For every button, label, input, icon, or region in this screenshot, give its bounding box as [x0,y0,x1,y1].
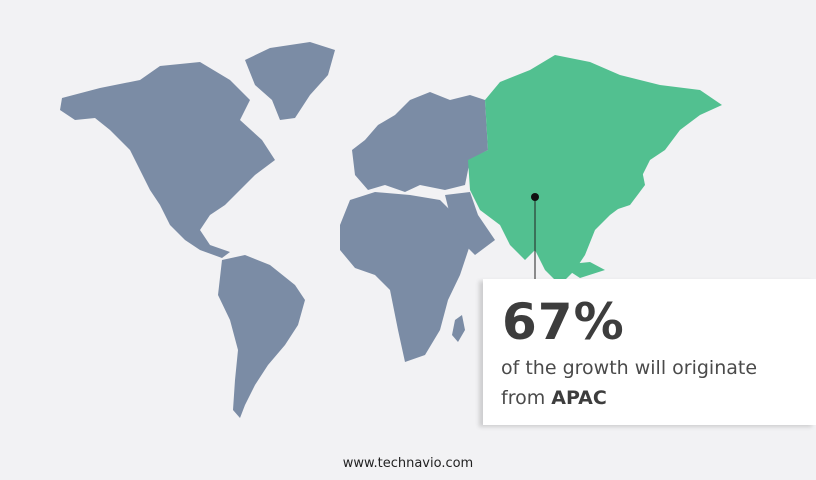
callout-pointer-dot [531,193,539,201]
description-prefix: from [501,387,546,409]
greenland [245,42,335,120]
middle-east [445,192,495,255]
source-url: www.technavio.com [342,456,474,471]
description-line1: of the growth will originate [501,357,758,379]
apac-region [468,55,722,285]
europe [352,92,488,192]
madagascar [452,315,465,342]
south-america [218,255,305,418]
stat-callout: 67% of the growth will originate from AP… [483,279,816,425]
africa [340,192,470,362]
japan [615,160,645,210]
growth-description: of the growth will originate from APAC [501,353,757,413]
north-america [60,62,275,258]
region-name: APAC [551,387,607,409]
growth-percentage: 67% [502,293,625,351]
indonesia [560,262,605,278]
